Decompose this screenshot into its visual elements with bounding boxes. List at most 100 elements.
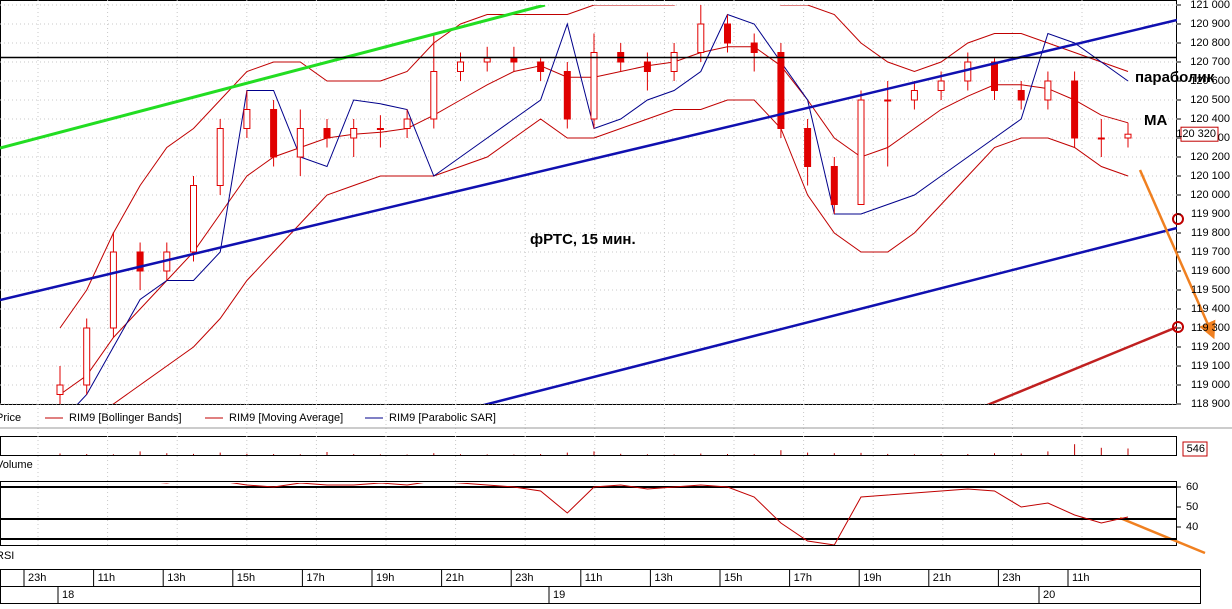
candle-body <box>537 61 545 72</box>
y-tick-label: 120 200 <box>1190 151 1230 163</box>
volume-pane <box>0 436 1177 456</box>
marker-circle <box>1172 213 1184 225</box>
candle-body <box>1044 80 1052 101</box>
annotation: МА <box>1144 112 1167 129</box>
candle-body <box>243 109 251 129</box>
trend-line <box>986 325 1177 404</box>
candle-body <box>296 128 304 158</box>
pane-label: Volume <box>0 459 33 471</box>
rsi-pane <box>0 481 1177 546</box>
x-tick-label: 11h <box>585 572 603 584</box>
candle-body <box>804 128 812 167</box>
volume-label: 546 <box>1187 443 1205 455</box>
y-tick-label: 120 500 <box>1190 94 1230 106</box>
y-tick-label: 119 500 <box>1191 284 1230 296</box>
rsi-line <box>160 483 1129 545</box>
candle-body <box>403 118 411 129</box>
rsi-series <box>160 483 1129 545</box>
y-tick-label: 119 200 <box>1191 341 1230 353</box>
candle-body <box>1017 90 1025 101</box>
date-label: 20 <box>1043 589 1055 601</box>
candle-body <box>190 185 197 253</box>
last-price-label: 120 320 <box>1176 128 1216 140</box>
x-tick-label: 23h <box>515 572 533 584</box>
date-label: 18 <box>62 589 74 601</box>
candle-body <box>590 52 598 120</box>
drawings <box>0 5 1177 404</box>
legend-label: RIM9 [Parabolic SAR] <box>389 412 496 424</box>
x-tick-label: 23h <box>1002 572 1020 584</box>
arrow <box>1138 169 1216 340</box>
candle-body <box>830 166 838 205</box>
legend-label: RIM9 [Bollinger Bands] <box>69 412 182 424</box>
y-tick-label: 119 600 <box>1191 265 1230 277</box>
x-tick-label: 13h <box>167 572 185 584</box>
y-tick-label: 120 000 <box>1190 189 1230 201</box>
arrow <box>1119 516 1206 555</box>
x-tick-label: 17h <box>306 572 324 584</box>
y-tick-label: 119 000 <box>1191 379 1230 391</box>
candle-body <box>350 128 358 139</box>
y-tick-label: 119 700 <box>1191 246 1230 258</box>
candle-body <box>83 327 91 386</box>
candle-body <box>457 61 464 72</box>
y-tick-label: 119 900 <box>1191 208 1230 220</box>
candle-body <box>724 23 731 44</box>
x-tick-label: 23h <box>28 572 46 584</box>
x-tick-label: 15h <box>724 572 742 584</box>
chart-title: фРТС, 15 мин. <box>530 231 636 248</box>
pane-label: RSI <box>0 550 14 562</box>
rsi-tick-label: 50 <box>1186 501 1198 513</box>
last-price-box <box>1180 126 1219 142</box>
x-tick-label: 15h <box>237 572 255 584</box>
candle-body <box>216 128 224 186</box>
x-tick-label: 11h <box>1072 572 1090 584</box>
candle-body <box>670 52 678 72</box>
x-tick-label: 19h <box>863 572 881 584</box>
legend: Price RIM9 [Bollinger Bands] RIM9 [Moving … <box>0 412 496 424</box>
candle-body <box>510 57 518 63</box>
y-tick-label: 120 800 <box>1190 37 1230 49</box>
legend-label: RIM9 [Moving Average] <box>229 412 343 424</box>
candle-body <box>937 80 945 91</box>
y-tick-label: 119 300 <box>1191 322 1230 334</box>
y-tick-label: 121 000 <box>1190 0 1230 11</box>
y-tick-label: 119 800 <box>1191 227 1230 239</box>
x-tick-label: 21h <box>933 572 951 584</box>
candle-body <box>376 128 384 130</box>
candle-body <box>1071 80 1079 139</box>
candle-body <box>430 71 438 120</box>
candle-body <box>884 99 892 102</box>
y-tick-label: 119 100 <box>1191 360 1230 372</box>
candle-body <box>1124 133 1132 139</box>
candle-body <box>136 251 144 272</box>
candle-body <box>109 251 117 329</box>
candle-body <box>56 384 64 395</box>
bollinger-upper <box>59 5 1129 329</box>
bollinger-lower <box>112 99 1129 404</box>
candle-body <box>483 57 491 63</box>
y-tick-label: 118 900 <box>1191 398 1230 410</box>
x-tick-label: 11h <box>98 572 116 584</box>
candle-body <box>643 61 651 72</box>
candle-body <box>323 128 331 139</box>
x-tick-label: 21h <box>446 572 464 584</box>
trend-line <box>0 18 1177 302</box>
candle-body <box>857 99 865 205</box>
candle-body <box>270 109 278 158</box>
trend-line <box>0 5 546 150</box>
candle-body <box>563 71 571 120</box>
annotation: параболик <box>1135 69 1215 86</box>
y-tick-label: 120 600 <box>1190 75 1230 87</box>
series <box>56 5 1132 404</box>
candle-body <box>1097 137 1105 140</box>
x-tick-label: 19h <box>376 572 394 584</box>
y-tick-label: 120 100 <box>1190 170 1230 182</box>
y-tick-label: 120 900 <box>1190 18 1230 30</box>
y-tick-label: 120 400 <box>1190 113 1230 125</box>
candle-body <box>991 61 998 91</box>
candle-body <box>777 52 785 129</box>
y-tick-label: 119 400 <box>1191 303 1230 315</box>
rsi-tick-label: 40 <box>1186 521 1198 533</box>
